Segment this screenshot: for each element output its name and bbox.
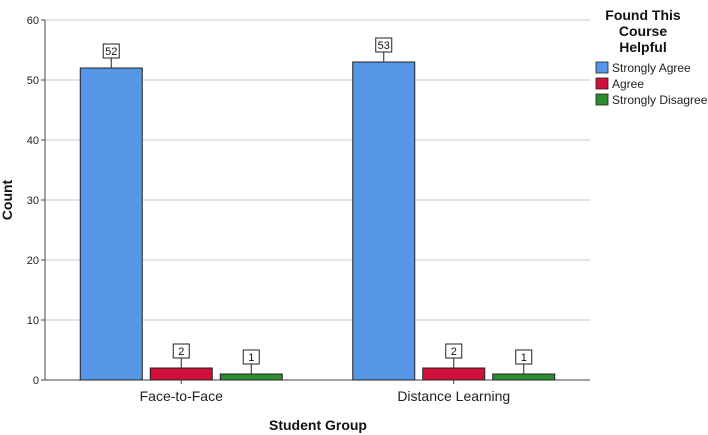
x-category-label: Distance Learning	[397, 388, 510, 404]
legend-label: Strongly Disagree	[612, 93, 708, 107]
data-label-box	[445, 343, 463, 359]
legend-title-line-1: Found This	[605, 7, 681, 23]
bar-agree	[422, 367, 486, 381]
y-tick-label: 40	[27, 135, 39, 147]
legend-swatch	[595, 77, 609, 90]
bars	[79, 61, 556, 381]
legend-label: Strongly Agree	[612, 61, 691, 75]
data-label-box	[515, 349, 533, 365]
bar-strongly-disagree	[219, 373, 283, 381]
y-tick-label: 20	[27, 255, 39, 267]
x-category-label: Face-to-Face	[140, 388, 223, 404]
bar-strongly-agree	[352, 61, 416, 381]
legend-label: Agree	[612, 77, 644, 91]
y-tick-label: 30	[27, 195, 39, 207]
data-label: 2	[178, 346, 184, 358]
bar-strongly-agree	[79, 67, 143, 381]
y-tick-label: 60	[27, 15, 39, 27]
legend-title-line-3: Helpful	[619, 39, 666, 55]
data-label: 2	[451, 346, 457, 358]
legend-swatch	[595, 93, 609, 106]
data-label-box	[242, 349, 260, 365]
data-label-box	[102, 43, 120, 59]
y-tick-label: 50	[27, 75, 39, 87]
legend-swatch	[595, 61, 609, 74]
data-label: 52	[105, 46, 117, 58]
bar-agree	[149, 367, 213, 381]
data-label: 1	[521, 352, 527, 364]
x-axis-title: Student Group	[269, 417, 367, 433]
y-axis-title: Count	[0, 179, 15, 220]
legend: Found This Course Helpful Strongly Agree…	[595, 7, 708, 107]
y-tick-label: 10	[27, 315, 39, 327]
data-label: 53	[378, 40, 390, 52]
bar-strongly-disagree	[492, 373, 556, 381]
legend-title-line-2: Course	[619, 23, 667, 39]
y-tick-labels: 0 10 20 30 40 50 60	[27, 15, 45, 387]
data-labels: 52 2 1 53 2 1	[102, 37, 533, 374]
data-label-box	[375, 37, 393, 53]
y-tick-label: 0	[33, 375, 39, 387]
legend-items: Strongly Agree Agree Strongly Disagree	[595, 61, 708, 107]
data-label-box	[172, 343, 190, 359]
data-label: 1	[248, 352, 254, 364]
x-category-labels: Face-to-Face Distance Learning	[140, 380, 510, 404]
